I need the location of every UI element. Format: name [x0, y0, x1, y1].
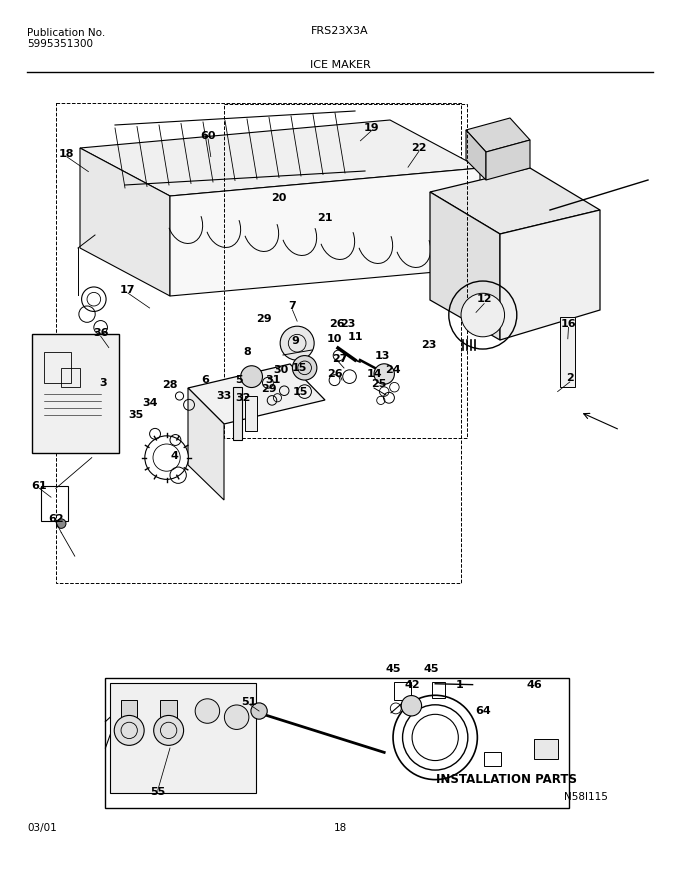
Text: 23: 23 [421, 340, 436, 350]
Circle shape [292, 356, 317, 380]
Text: 45: 45 [424, 664, 439, 674]
Text: 55: 55 [150, 787, 165, 797]
Text: 42: 42 [405, 679, 420, 690]
Bar [61, 368, 80, 387]
Polygon shape [80, 148, 170, 296]
Text: 36: 36 [93, 327, 108, 338]
Circle shape [114, 715, 144, 745]
Text: 29: 29 [256, 313, 271, 324]
Text: 31: 31 [265, 375, 280, 385]
Text: 29: 29 [262, 384, 277, 394]
Polygon shape [80, 120, 480, 196]
Text: 13: 13 [375, 351, 390, 362]
Bar [110, 683, 256, 793]
Text: 15: 15 [292, 386, 307, 397]
Text: 64: 64 [475, 706, 491, 716]
Text: 27: 27 [333, 354, 347, 364]
Text: 12: 12 [477, 294, 492, 304]
Text: 28: 28 [163, 380, 177, 391]
Text: 3: 3 [99, 378, 107, 388]
Text: 25: 25 [371, 378, 386, 389]
Text: 22: 22 [411, 143, 426, 153]
Bar [394, 682, 411, 700]
Text: 1: 1 [456, 679, 464, 690]
Bar [56, 103, 461, 583]
Circle shape [374, 363, 394, 385]
Text: ICE MAKER: ICE MAKER [309, 60, 371, 70]
Circle shape [224, 705, 249, 730]
Bar [224, 104, 467, 438]
Circle shape [461, 293, 505, 337]
Polygon shape [486, 140, 530, 180]
Text: 10: 10 [327, 334, 342, 344]
Text: 2: 2 [566, 373, 574, 384]
Text: 5: 5 [235, 375, 243, 385]
Text: 16: 16 [561, 319, 576, 329]
Text: 18: 18 [333, 823, 347, 832]
Text: 5995351300: 5995351300 [27, 39, 93, 48]
Text: 32: 32 [236, 392, 251, 403]
Text: INSTALLATION PARTS: INSTALLATION PARTS [436, 773, 577, 786]
Text: 24: 24 [386, 364, 401, 375]
Bar [160, 700, 177, 721]
Text: 18: 18 [59, 149, 74, 159]
Bar [41, 486, 68, 521]
Bar [432, 682, 445, 698]
Text: 8: 8 [243, 347, 251, 357]
Text: N58I115: N58I115 [564, 792, 608, 802]
Circle shape [401, 695, 422, 716]
Text: 20: 20 [271, 193, 286, 203]
Text: 21: 21 [318, 213, 333, 224]
Bar [484, 752, 501, 766]
Text: 61: 61 [32, 480, 47, 491]
Text: 60: 60 [201, 131, 216, 142]
Text: 14: 14 [367, 369, 382, 379]
Bar [245, 396, 257, 431]
Text: 26: 26 [330, 319, 345, 329]
Text: 23: 23 [341, 319, 356, 329]
Bar [44, 352, 71, 383]
Text: 17: 17 [120, 285, 135, 296]
Polygon shape [466, 130, 486, 180]
Text: 15: 15 [292, 363, 307, 373]
Text: 62: 62 [48, 514, 63, 524]
Bar [560, 317, 575, 387]
Text: 9: 9 [291, 336, 299, 347]
Text: 19: 19 [364, 122, 379, 133]
Circle shape [251, 703, 267, 719]
Polygon shape [500, 210, 600, 340]
Text: 4: 4 [171, 451, 179, 461]
Circle shape [195, 699, 220, 723]
Circle shape [241, 366, 262, 387]
Bar [121, 700, 137, 721]
Text: FRS23X3A: FRS23X3A [311, 26, 369, 36]
Polygon shape [188, 388, 224, 500]
Bar [233, 387, 242, 440]
Polygon shape [466, 118, 530, 152]
Text: 7: 7 [288, 301, 296, 312]
Text: Publication No.: Publication No. [27, 28, 105, 38]
Polygon shape [430, 168, 600, 234]
Circle shape [280, 326, 314, 360]
Text: 45: 45 [386, 664, 401, 674]
Polygon shape [188, 364, 325, 424]
Text: 26: 26 [328, 369, 343, 379]
Text: 11: 11 [348, 332, 363, 342]
Polygon shape [170, 168, 480, 296]
Text: 33: 33 [217, 391, 232, 401]
Circle shape [154, 715, 184, 745]
Circle shape [56, 519, 66, 528]
Text: 03/01: 03/01 [27, 823, 57, 832]
Text: 6: 6 [201, 375, 209, 385]
Bar [105, 678, 569, 808]
Text: 35: 35 [129, 410, 143, 421]
Circle shape [145, 436, 188, 480]
Text: 46: 46 [526, 679, 543, 690]
Bar [32, 334, 119, 453]
Bar [534, 739, 558, 759]
Text: 51: 51 [241, 697, 256, 708]
Text: 34: 34 [142, 398, 157, 408]
Text: 30: 30 [273, 364, 288, 375]
Polygon shape [430, 192, 500, 340]
